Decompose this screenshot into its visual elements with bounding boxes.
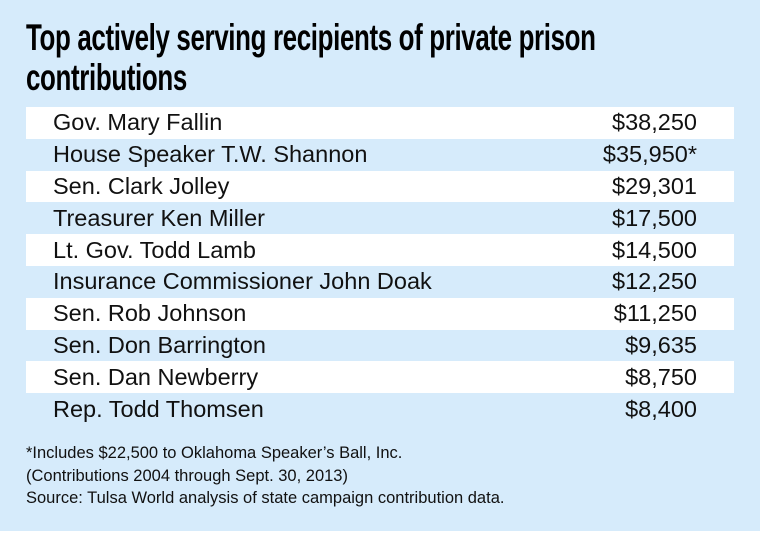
recipient-name: Sen. Dan Newberry xyxy=(53,363,259,390)
contributions-table: Gov. Mary Fallin $38,250 House Speaker T.W… xyxy=(26,107,734,425)
table-row: Sen. Clark Jolley $29,301 xyxy=(26,170,734,203)
recipient-name: Sen. Clark Jolley xyxy=(53,172,230,199)
table-row: Rep. Todd Thomsen $8,400 xyxy=(26,393,734,425)
recipient-name: Lt. Gov. Todd Lamb xyxy=(53,236,256,263)
contribution-amount: $14,500 xyxy=(612,236,697,263)
contribution-amount: $35,950* xyxy=(602,141,697,168)
table-row: House Speaker T.W. Shannon $35,950* xyxy=(26,139,734,171)
footnote-date-range: (Contributions 2004 through Sept. 30, 20… xyxy=(26,466,348,485)
contribution-amount: $11,250 xyxy=(613,300,697,327)
contribution-amount: $8,750 xyxy=(625,363,697,390)
recipient-name: Treasurer Ken Miller xyxy=(53,204,265,231)
footnote-source: Source: Tulsa World analysis of state ca… xyxy=(26,489,505,507)
contribution-amount: $38,250 xyxy=(612,109,697,136)
recipient-name: Gov. Mary Fallin xyxy=(53,109,223,136)
recipient-name: Rep. Todd Thomsen xyxy=(53,395,264,422)
footnote-asterisk: *Includes $22,500 to Oklahoma Speaker’s … xyxy=(26,444,403,462)
infographic-panel: Top actively serving recipients of priva… xyxy=(0,0,760,531)
contribution-amount: $29,301 xyxy=(612,172,697,199)
table-row: Sen. Don Barrington $9,635 xyxy=(26,330,734,362)
table-row: Sen. Dan Newberry $8,750 xyxy=(26,361,734,394)
contribution-amount: $9,635 xyxy=(625,331,697,358)
contribution-amount: $17,500 xyxy=(612,204,697,231)
contribution-amount: $8,400 xyxy=(625,395,697,422)
recipient-name: Sen. Rob Johnson xyxy=(53,300,247,327)
table-row: Lt. Gov. Todd Lamb $14,500 xyxy=(26,234,734,266)
contribution-amount: $12,250 xyxy=(612,268,697,295)
recipient-name: Insurance Commissioner John Doak xyxy=(53,268,432,295)
table-row: Treasurer Ken Miller $17,500 xyxy=(26,202,734,234)
table-row: Insurance Commissioner John Doak $12,250 xyxy=(26,266,734,298)
table-row: Sen. Rob Johnson $11,250 xyxy=(26,297,734,330)
recipient-name: Sen. Don Barrington xyxy=(53,331,266,358)
recipient-name: House Speaker T.W. Shannon xyxy=(53,141,368,168)
chart-title: Top actively serving recipients of priva… xyxy=(26,17,596,98)
table-row: Gov. Mary Fallin $38,250 xyxy=(26,107,734,139)
footnotes: *Includes $22,500 to Oklahoma Speaker’s … xyxy=(26,442,504,510)
